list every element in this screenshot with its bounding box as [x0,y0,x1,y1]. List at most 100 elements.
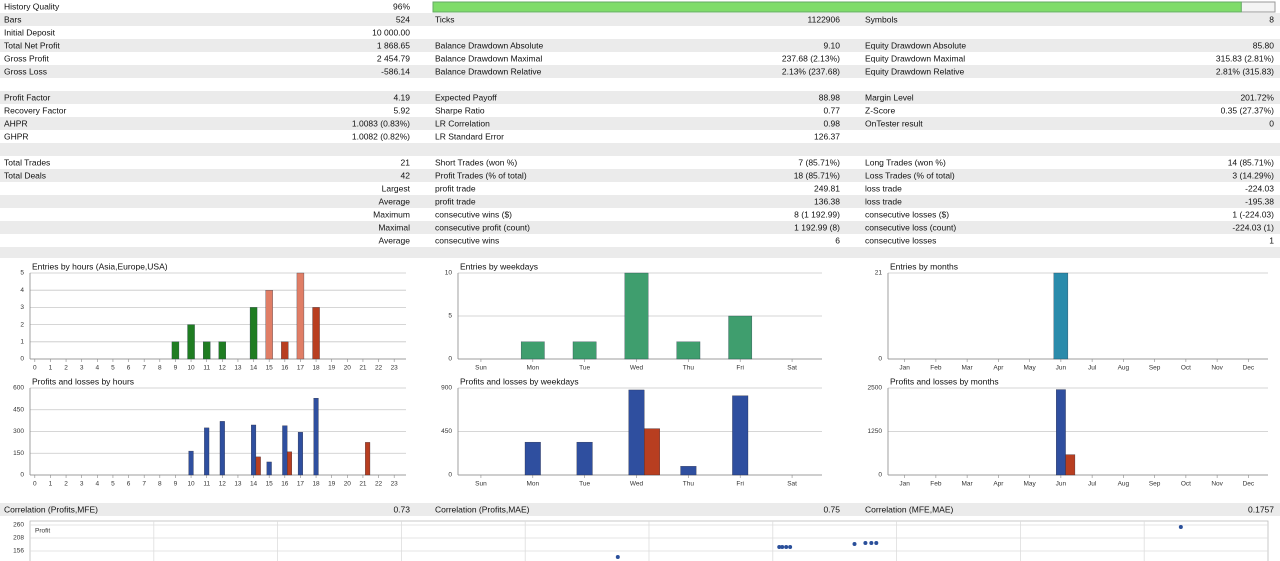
bar [255,456,261,476]
scatter-point [784,545,789,549]
bar [219,421,225,476]
cell-label: Equity Drawdown Relative [865,66,964,76]
y-tick-label: 300 [13,428,24,435]
cell-label: Profit Factor [4,92,50,102]
cell-value: 1.0083 (0.83%) [352,118,410,128]
scatter-point [874,541,879,545]
x-tick-label: Aug [1118,481,1130,488]
y-tick-label: 5 [20,270,24,277]
cell-label: AHPR [4,118,28,128]
cell-label: Total Trades [4,157,50,167]
bar [628,389,645,476]
x-tick-label: 15 [266,481,274,488]
bar [287,451,292,476]
x-tick-label: Sep [1149,365,1161,372]
bar [1065,454,1076,476]
x-tick-label: 19 [328,481,336,488]
cell-label: consecutive wins [435,235,499,245]
cell-value: Average [378,196,410,206]
chart-title: Profits and losses by hours [32,376,134,386]
x-tick-label: 22 [375,481,383,488]
y-tick-label: 10 [445,270,453,277]
bar [644,428,660,476]
bar [732,395,749,476]
bar [313,397,319,476]
x-tick-label: Tue [579,365,590,372]
bar [576,441,593,476]
x-tick-label: Fri [736,365,744,372]
y-tick-label: 0 [448,472,452,479]
x-tick-label: 7 [142,481,146,488]
x-tick-label: Feb [930,365,942,372]
cell-value: 1 192.99 (8) [794,222,840,232]
x-tick-label: 11 [203,481,210,488]
cell-value: 2.13% (237.68) [782,66,840,76]
x-tick-label: Wed [630,481,644,488]
cell-label: Long Trades (won %) [865,157,946,167]
scatter-point [869,541,874,545]
row-stripe [0,195,1280,208]
cell-label: loss trade [865,183,902,193]
bar [572,341,597,360]
cell-value: 3 (14.29%) [1232,170,1274,180]
y-tick-label: 4 [20,287,24,294]
cell-label: Balance Drawdown Maximal [435,53,542,63]
y-tick-label: 208 [13,535,24,542]
cell-value: 88.98 [819,92,841,102]
x-tick-label: 0 [33,481,37,488]
cell-value: 0.73 [393,504,410,514]
bar [297,432,303,476]
x-tick-label: 4 [96,481,100,488]
cell-value: 42 [401,170,411,180]
x-tick-label: 21 [359,481,367,488]
x-tick-label: 12 [219,365,227,372]
x-tick-label: Jun [1056,365,1067,372]
x-tick-label: Thu [683,481,695,488]
x-tick-label: Feb [930,481,942,488]
cell-value: -586.14 [381,66,410,76]
cell-value: -224.03 (1) [1232,222,1274,232]
bar [296,272,305,360]
cell-label: Correlation (Profits,MAE) [435,504,530,514]
y-tick-label: 0 [878,472,882,479]
bar [171,341,180,360]
x-tick-label: 14 [250,365,258,372]
bar [365,442,371,476]
cell-value: 6 [835,235,840,245]
x-tick-label: May [1023,365,1036,372]
y-tick-label: 0 [20,472,24,479]
cell-value: 9.10 [823,40,840,50]
x-tick-label: 16 [281,365,289,372]
cell-value: 2 454.79 [377,53,410,63]
x-tick-label: 1 [49,481,53,488]
x-tick-label: Apr [993,365,1004,372]
cell-value: 237.68 (2.13%) [782,53,840,63]
y-tick-label: 450 [441,428,452,435]
x-tick-label: 11 [203,365,210,372]
cell-label: Gross Profit [4,53,50,63]
x-tick-label: 19 [328,365,336,372]
x-tick-label: Wed [630,365,644,372]
x-tick-label: 13 [234,481,242,488]
x-tick-label: Aug [1118,365,1130,372]
cell-label: Expected Payoff [435,92,497,102]
row-stripe [0,247,1280,258]
bar [203,341,211,360]
cell-value: 0.1757 [1248,504,1274,514]
x-tick-label: 8 [158,365,162,372]
cell-label: LR Correlation [435,118,490,128]
x-tick-label: Oct [1181,365,1191,372]
x-tick-label: 13 [234,365,242,372]
cell-value: -195.38 [1245,196,1274,206]
bar [251,424,257,476]
cell-label: OnTester result [865,118,923,128]
x-tick-label: 10 [187,365,195,372]
cell-value: 85.80 [1253,40,1275,50]
x-tick-label: 7 [142,365,146,372]
bar [624,272,649,360]
x-tick-label: Fri [736,481,744,488]
x-tick-label: Dec [1243,365,1255,372]
x-tick-label: Nov [1211,365,1223,372]
cell-label: consecutive losses ($) [865,209,949,219]
y-tick-label: 5 [448,313,452,320]
